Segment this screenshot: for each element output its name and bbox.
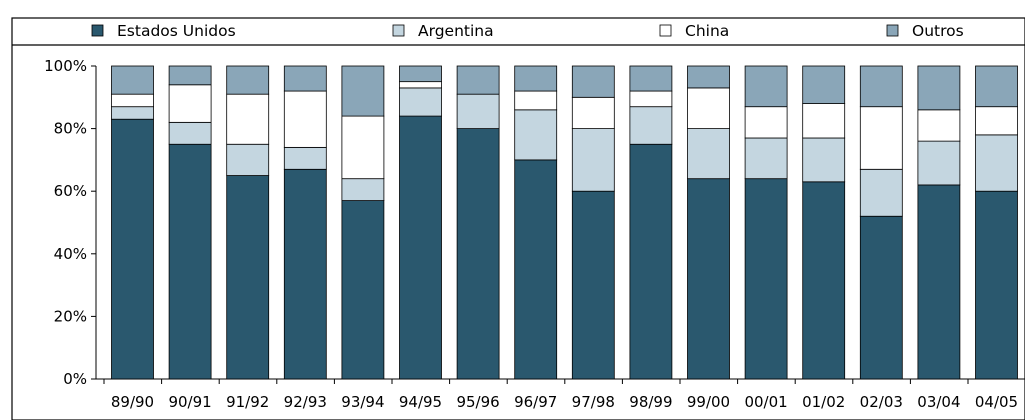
x-tick-label: 03/04 <box>917 393 960 411</box>
bar-segment <box>283 146 327 170</box>
y-tick-label: 20% <box>54 307 87 325</box>
y-tick-label: 100% <box>44 57 87 75</box>
bar-segment <box>571 190 615 380</box>
bar-segment <box>341 65 385 117</box>
legend-swatch <box>886 24 899 37</box>
bar-segment <box>629 143 673 380</box>
bar-segment <box>859 168 903 217</box>
bar-segment <box>687 128 730 180</box>
bar-segment <box>399 87 442 117</box>
bar-segment <box>283 90 327 148</box>
bar-segment <box>399 115 442 380</box>
bar-segment <box>975 190 1018 380</box>
bar-segment <box>744 178 788 380</box>
y-tick-label: 0% <box>63 370 87 388</box>
bar-segment <box>514 65 558 92</box>
bar-segment <box>859 215 903 380</box>
bar-segment <box>687 178 730 380</box>
bar-segment <box>744 65 788 108</box>
bar-segment <box>917 184 961 380</box>
legend-swatch <box>91 24 104 37</box>
bar-segment <box>111 118 154 380</box>
bar-segment <box>341 115 385 180</box>
bar-segment <box>802 137 846 183</box>
bar-segment <box>226 143 270 176</box>
x-tick-label: 95/96 <box>456 393 499 411</box>
x-tick-label: 89/90 <box>111 393 154 411</box>
bar-segment <box>629 90 673 108</box>
x-tick-label: 91/92 <box>226 393 269 411</box>
x-tick-label: 93/94 <box>341 393 384 411</box>
bar-segment <box>802 65 846 104</box>
x-tick-label: 96/97 <box>514 393 557 411</box>
y-tick-label: 60% <box>54 182 87 200</box>
bar-segment <box>514 159 558 380</box>
legend-swatch <box>392 24 405 37</box>
bar-segment <box>975 134 1018 192</box>
legend-swatch <box>659 24 672 37</box>
bar-segment <box>226 175 270 380</box>
bar-segment <box>859 65 903 108</box>
plot-area: 0% 20% 40% 60% 80% 100% 89/90 90/91 91/92 92/93 93… <box>44 57 1025 411</box>
bar-segment <box>917 140 961 186</box>
bar-segment <box>226 93 270 145</box>
bar-segment <box>687 87 730 130</box>
y-tick-label: 40% <box>54 245 87 263</box>
legend-label: China <box>685 22 729 40</box>
bar-segment <box>111 65 154 95</box>
bar-segment <box>226 65 270 95</box>
bar-segment <box>514 90 558 111</box>
x-tick-label: 01/02 <box>802 393 845 411</box>
x-tick-label: 99/00 <box>687 393 730 411</box>
legend: Estados Unidos Argentina China Outros <box>91 22 964 40</box>
bar-segment <box>168 84 212 123</box>
bar-segment <box>168 121 212 145</box>
bar-segment <box>571 128 615 192</box>
bar-segment <box>111 106 154 120</box>
bar-segment <box>341 200 385 380</box>
bar-segment <box>802 103 846 139</box>
x-tick-label: 00/01 <box>744 393 787 411</box>
bar-segment <box>283 168 327 380</box>
x-tick-label: 04/05 <box>975 393 1018 411</box>
x-tick-label: 90/91 <box>168 393 211 411</box>
bar-segment <box>571 65 615 98</box>
bar-segment <box>859 106 903 170</box>
legend-label: Outros <box>912 22 964 40</box>
bar-segment <box>571 96 615 130</box>
x-tick-label: 97/98 <box>572 393 615 411</box>
bar-segment <box>456 128 500 380</box>
bar-segment <box>802 181 846 380</box>
bar-segment <box>456 93 500 129</box>
bar-segment <box>283 65 327 92</box>
x-tick-label: 92/93 <box>284 393 327 411</box>
x-tick-label: 98/99 <box>629 393 672 411</box>
bar-segment <box>514 109 558 161</box>
y-tick-label: 80% <box>54 120 87 138</box>
x-tick-label: 02/03 <box>860 393 903 411</box>
bar-segment <box>917 109 961 142</box>
chart-frame <box>11 17 1025 420</box>
bar-segment <box>399 65 442 83</box>
bar-segment <box>341 178 385 201</box>
bar-segment <box>168 65 212 86</box>
legend-label: Estados Unidos <box>117 22 236 40</box>
bar-segment <box>399 81 442 89</box>
bar-segment <box>975 106 1018 136</box>
x-tick-label: 94/95 <box>399 393 442 411</box>
bar-segment <box>744 137 788 180</box>
legend-label: Argentina <box>418 22 494 40</box>
bar-segment <box>744 106 788 139</box>
bar-segment <box>629 65 673 92</box>
bar-segment <box>629 106 673 145</box>
bar-segment <box>687 65 730 89</box>
bar-segment <box>111 93 154 108</box>
bar-segment <box>168 143 212 380</box>
bar-segment <box>456 65 500 95</box>
bar-segment <box>917 65 961 111</box>
bar-segment <box>975 65 1018 108</box>
